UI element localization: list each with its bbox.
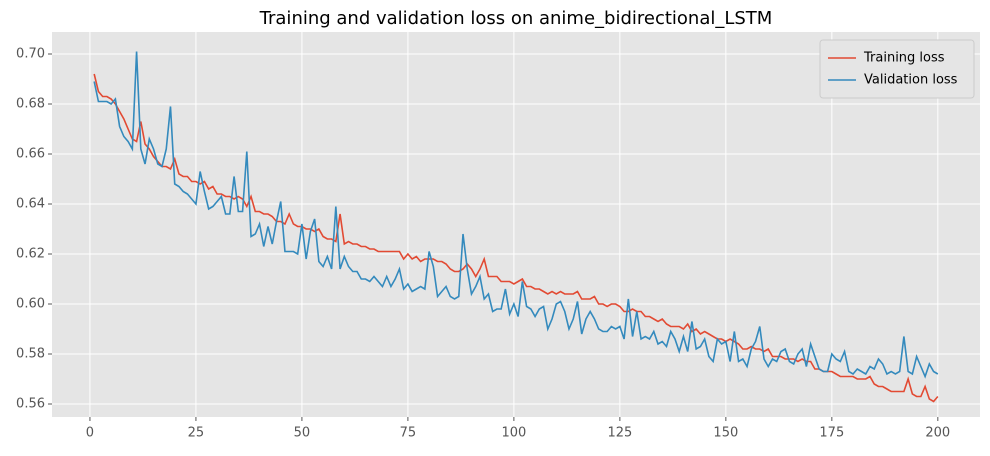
x-tick-label: 0 (86, 426, 94, 441)
y-tick-label: 0.60 (16, 297, 45, 312)
x-tick-label: 125 (607, 426, 632, 441)
x-tick-label: 200 (925, 426, 950, 441)
y-tick-label: 0.56 (16, 397, 45, 412)
x-tick-label: 150 (713, 426, 738, 441)
y-tick-label: 0.62 (16, 247, 45, 262)
x-tick-label: 75 (400, 426, 417, 441)
legend-label: Validation loss (864, 73, 958, 88)
legend-box (819, 39, 975, 99)
line-series (93, 73, 939, 403)
chart-title: Training and validation loss on anime_bi… (259, 8, 773, 29)
line-series (93, 51, 939, 379)
x-tick-label: 175 (819, 426, 844, 441)
x-tick-label: 50 (294, 426, 311, 441)
legend-label: Training loss (863, 51, 945, 66)
x-tick-label: 25 (188, 426, 205, 441)
y-tick-label: 0.68 (16, 97, 45, 112)
y-tick-label: 0.66 (16, 147, 45, 162)
x-tick-label: 100 (501, 426, 526, 441)
y-tick-label: 0.58 (16, 347, 45, 362)
y-tick-label: 0.64 (16, 197, 45, 212)
y-tick-label: 0.70 (16, 47, 45, 62)
